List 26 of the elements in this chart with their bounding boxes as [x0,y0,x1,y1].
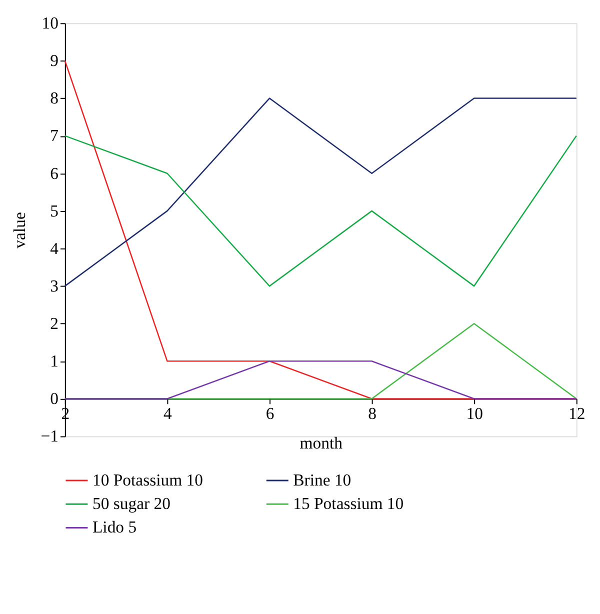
legend-label: 15 Potassium 10 [293,494,404,514]
line-series [64,98,578,287]
x-tick-label: 6 [266,404,274,423]
x-tick-label: 4 [164,404,173,423]
y-axis-title: value [10,212,29,248]
y-tick-label: 3 [50,276,59,296]
x-axis-title: month [300,433,344,452]
y-tick-label: 6 [50,164,59,183]
legend-label: 10 Potassium 10 [92,470,204,490]
y-tick-label: 4 [50,238,60,258]
y-tick-label: 7 [50,126,59,146]
x-tick-label: 8 [368,404,376,423]
y-tick-label: 0 [50,389,59,408]
x-tick-label: 12 [568,404,586,423]
y-tick-label: 5 [50,201,59,220]
y-tick-label: 9 [50,51,59,70]
y-tick-label: −1 [40,426,59,446]
y-tick-label: 8 [50,88,59,108]
legend-label: Lido 5 [92,518,137,537]
x-tick-label: 10 [466,404,483,423]
legend-label: Brine 10 [293,470,352,490]
y-tick-label: 1 [50,352,59,371]
y-tick-label: 2 [50,314,59,334]
y-tick-label: 10 [42,14,59,33]
legend-label: 50 sugar 20 [92,494,170,514]
line-series [64,135,578,287]
